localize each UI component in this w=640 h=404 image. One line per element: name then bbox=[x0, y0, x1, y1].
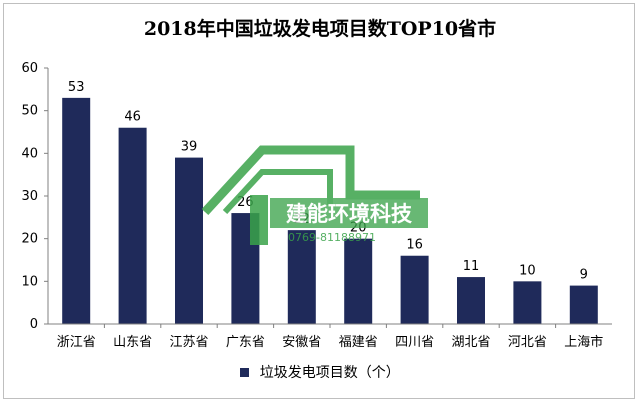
y-tick-label: 10 bbox=[21, 274, 38, 289]
y-tick-label: 50 bbox=[21, 104, 38, 119]
x-tick-label: 山东省 bbox=[113, 335, 152, 350]
y-tick-label: 20 bbox=[21, 232, 38, 247]
watermark-logo: 建能环境科技 0769-81188971 bbox=[201, 145, 428, 245]
x-tick-label: 安徽省 bbox=[282, 335, 321, 350]
y-tick-label: 60 bbox=[21, 61, 38, 76]
data-label: 10 bbox=[519, 263, 536, 278]
y-axis: 0 10 20 30 40 50 60 bbox=[21, 61, 49, 332]
watermark-phone: 0769-81188971 bbox=[288, 231, 376, 244]
house-inner-icon bbox=[222, 169, 333, 215]
x-tick-label: 福建省 bbox=[339, 335, 378, 350]
x-tick-label: 江苏省 bbox=[169, 334, 208, 350]
legend-swatch bbox=[240, 367, 250, 377]
data-label: 39 bbox=[181, 140, 198, 155]
legend-label: 垃圾发电项目数（个） bbox=[259, 365, 400, 381]
bar bbox=[569, 285, 598, 324]
house-outline-icon bbox=[201, 145, 420, 216]
watermark-band bbox=[270, 198, 428, 228]
bar bbox=[400, 255, 429, 324]
x-tick-label: 湖北省 bbox=[451, 335, 490, 350]
x-tick-label: 上海市 bbox=[564, 334, 603, 350]
legend: 垃圾发电项目数（个） bbox=[0, 362, 640, 382]
x-tick-label: 广东省 bbox=[226, 335, 265, 350]
bar bbox=[457, 277, 485, 324]
y-tick-label: 30 bbox=[21, 189, 38, 204]
x-tick-label: 四川省 bbox=[395, 335, 434, 350]
bar bbox=[344, 238, 373, 324]
house-door-icon bbox=[250, 195, 268, 245]
bar-series bbox=[62, 97, 598, 324]
data-label: 11 bbox=[463, 259, 480, 274]
data-label: 46 bbox=[124, 110, 141, 125]
y-tick-label: 40 bbox=[21, 146, 38, 161]
data-label: 16 bbox=[406, 238, 423, 253]
chart-title: 2018年中国垃圾发电项目数TOP10省市 bbox=[143, 18, 497, 40]
bar bbox=[175, 157, 203, 324]
watermark-text: 建能环境科技 bbox=[286, 202, 413, 226]
data-label: 9 bbox=[580, 268, 588, 283]
bar bbox=[118, 127, 147, 324]
bar bbox=[287, 230, 316, 324]
data-label: 53 bbox=[68, 80, 85, 95]
x-axis: 浙江省 山东省 江苏省 广东省 安徽省 福建省 四川省 湖北省 河北省 上海市 bbox=[48, 323, 612, 350]
x-tick-label: 河北省 bbox=[508, 335, 547, 350]
y-tick-label: 0 bbox=[30, 317, 38, 332]
bar bbox=[62, 97, 91, 324]
x-tick-label: 浙江省 bbox=[57, 335, 96, 350]
bar bbox=[513, 281, 542, 324]
